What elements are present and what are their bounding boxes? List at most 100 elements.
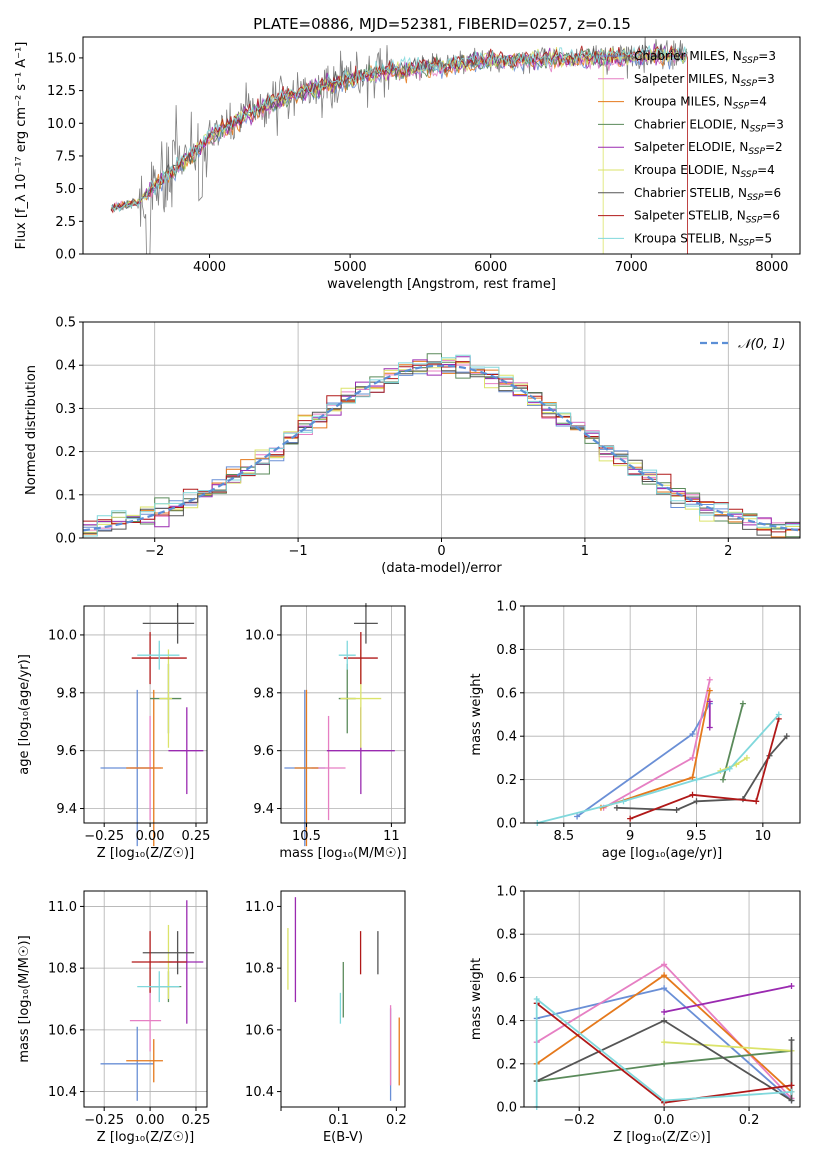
y-tick-label: 0.2: [55, 445, 76, 460]
weight-marker: [739, 700, 746, 707]
weight-marker: [788, 1088, 795, 1095]
weight-marker: [689, 754, 696, 761]
weight-marker: [693, 776, 700, 783]
weight-marker: [613, 804, 620, 811]
x-tick-label: 10.5: [292, 829, 321, 844]
weight-line: [535, 997, 792, 1107]
x-tick-label: 5000: [334, 260, 367, 275]
y-tick-label: 10.4: [48, 1085, 77, 1100]
plot-area: [110, 37, 688, 254]
legend-spectrum: Chabrier MILES, NSSP=3 Salpeter MILES, NS…: [598, 49, 784, 248]
y-tick-label: 0.3: [55, 402, 76, 417]
legend-count: =2: [765, 140, 783, 154]
x-tick-label: 10: [755, 829, 772, 844]
y-tick-label: 0.2: [496, 773, 517, 788]
x-tick-label: 6000: [474, 260, 507, 275]
spectrum-model: [110, 45, 687, 213]
legend-subscript: SSP: [738, 238, 755, 248]
x-axis-label: Z [log₁₀(Z/Z☉)]: [613, 1130, 710, 1145]
weight-marker: [627, 815, 634, 822]
panel-weight-vs-Z: −0.2 0.0 0.2 0.0 0.2 0.4 0.6 0.8 1.0 Z [log₁₀(Z/Z…: [469, 885, 801, 1145]
y-tick-label: 10.6: [245, 1023, 274, 1038]
y-tick-label: 10.4: [245, 1085, 274, 1100]
x-tick-label: 9: [626, 829, 634, 844]
plot-area: [100, 603, 204, 847]
legend-subscript: SSP: [741, 170, 758, 180]
weight-marker: [706, 676, 713, 683]
weight-marker: [661, 1008, 668, 1015]
x-tick-label: 0.2: [386, 1113, 407, 1128]
spectrum-lines: [110, 37, 688, 254]
y-axis-label: age [log₁₀(age/yr)]: [17, 654, 32, 775]
weight-marker: [661, 1097, 668, 1104]
legend-subscript: SSP: [741, 79, 758, 89]
legend-count: =3: [757, 72, 775, 86]
axes-frame: [523, 890, 801, 1108]
y-tick-label: 0.1: [55, 488, 76, 503]
legend-subscript: SSP: [750, 124, 767, 134]
weight-marker: [689, 791, 696, 798]
axes-frame: [280, 890, 406, 1108]
y-tick-label: 10.0: [48, 628, 77, 643]
weight-marker: [788, 983, 795, 990]
y-tick-label: 0.0: [496, 1101, 517, 1116]
legend-count: =6: [762, 209, 780, 223]
y-tick-label: 0.5: [55, 316, 76, 331]
y-tick-label: 0.6: [496, 686, 517, 701]
y-tick-label: 0.2: [496, 1057, 517, 1072]
weight-marker: [743, 754, 750, 761]
weight-marker: [726, 765, 733, 772]
y-tick-label: 1.0: [496, 600, 517, 615]
weight-marker: [661, 1039, 668, 1046]
weight-marker: [783, 733, 790, 740]
y-tick-label: 10.6: [48, 1023, 77, 1038]
x-tick-label: 11: [383, 829, 400, 844]
plot-area: [287, 897, 400, 1101]
y-tick-label: 11.0: [245, 900, 274, 915]
x-tick-label: 0.25: [182, 1113, 211, 1128]
weight-marker: [661, 985, 668, 992]
y-tick-label: 9.4: [56, 802, 77, 817]
x-tick-label: 2: [724, 544, 732, 559]
legend-subscript: SSP: [747, 193, 764, 203]
weight-marker: [574, 813, 581, 820]
y-axis-label: Flux [f_λ 10⁻¹⁷ erg cm⁻² s⁻¹ A⁻¹]: [14, 42, 29, 250]
legend-entry: Chabrier STELIB, NSSP=6: [634, 186, 781, 203]
x-tick-label: 9.5: [686, 829, 707, 844]
x-axis-label: wavelength [Angstrom, rest frame]: [327, 277, 556, 292]
x-tick-label: 4000: [193, 260, 226, 275]
legend-count: =6: [764, 186, 782, 200]
weight-line: [629, 718, 780, 820]
weight-marker: [689, 731, 696, 738]
y-tick-label: 0.0: [55, 248, 76, 263]
panel-age-vs-Z: −0.25 0.00 0.25 9.4 9.6 9.8 10.0 Z [log₁₀(Z/Z☉)…: [17, 603, 210, 861]
weight-line: [537, 713, 780, 824]
y-tick-label: 9.4: [253, 802, 274, 817]
weight-marker: [720, 776, 727, 783]
weight-marker: [661, 972, 668, 979]
x-tick-label: −1: [289, 544, 308, 559]
weight-marker: [673, 806, 680, 813]
legend-entry: Chabrier MILES, NSSP=3: [634, 49, 776, 66]
x-axis-label: (data-model)/error: [381, 561, 502, 576]
weight-marker: [693, 798, 700, 805]
y-tick-label: 9.8: [56, 686, 77, 701]
weight-marker: [775, 711, 782, 718]
x-tick-label: 0.00: [136, 1113, 165, 1128]
weight-marker: [706, 724, 713, 731]
weight-line: [664, 1041, 792, 1052]
plot-area: [82, 353, 801, 538]
legend-residuals: 𝒩(0, 1): [700, 337, 785, 352]
y-tick-label: 10.8: [245, 962, 274, 977]
x-tick-label: 0.1: [328, 1113, 349, 1128]
x-axis-label: Z [log₁₀(Z/Z☉)]: [97, 1130, 194, 1145]
x-tick-label: 0.25: [182, 829, 211, 844]
y-axis-label: mass [log₁₀(M/M☉)]: [17, 935, 32, 1062]
x-tick-label: −0.25: [84, 829, 124, 844]
legend-subscript: SSP: [733, 102, 750, 112]
y-tick-label: 7.5: [55, 149, 76, 164]
y-tick-label: 12.5: [47, 84, 76, 99]
x-axis-label: Z [log₁₀(Z/Z☉)]: [97, 846, 194, 861]
axes-frame: [82, 36, 801, 255]
axes-frame: [83, 605, 208, 824]
